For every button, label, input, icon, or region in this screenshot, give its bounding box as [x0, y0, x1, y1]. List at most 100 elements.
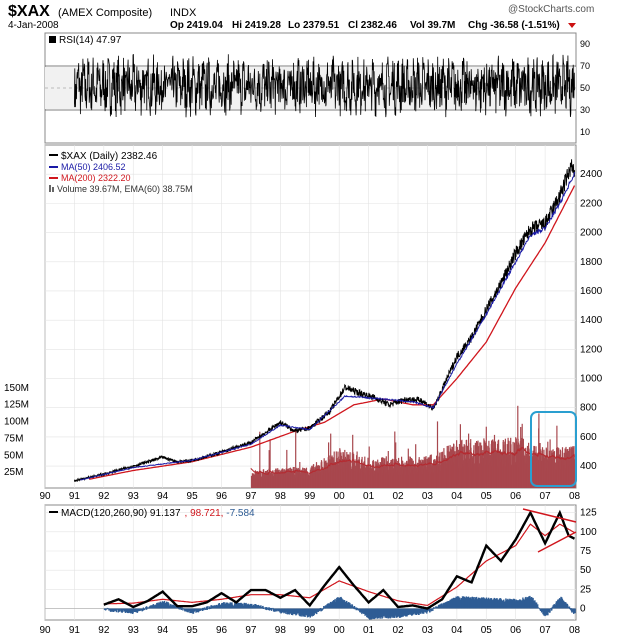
- down-arrow-icon: [568, 23, 576, 28]
- macd-hist-bar: [179, 606, 182, 609]
- rsi-legend-swatch: [49, 36, 56, 43]
- volume-bar: [439, 452, 441, 488]
- volume-tick-150M: 150M: [4, 383, 29, 394]
- macd-tick-25: 25: [580, 584, 592, 595]
- macd-hist-bar: [266, 608, 269, 610]
- macd-hist-bar: [355, 607, 358, 609]
- volume-tick-50M: 50M: [4, 450, 23, 461]
- x-tick-top-94: 94: [157, 491, 169, 502]
- quote-change: Chg -36.58 (-1.51%): [468, 20, 560, 31]
- macd-hist-bar: [206, 608, 209, 610]
- chart-symbol: $XAX: [8, 3, 50, 20]
- volume-bar: [381, 457, 383, 488]
- macd-hist-bar: [208, 608, 211, 610]
- x-tick-bottom-98: 98: [275, 625, 287, 636]
- macd-hist-bar: [122, 608, 124, 612]
- macd-hist-bar: [537, 604, 539, 609]
- x-tick-bottom-99: 99: [304, 625, 316, 636]
- macd-hist-bar: [427, 608, 430, 611]
- x-tick-bottom-01: 01: [363, 625, 375, 636]
- x-tick-bottom-95: 95: [187, 625, 199, 636]
- macd-hist-bar: [204, 607, 206, 609]
- macd-hist-bar: [281, 608, 283, 613]
- macd-hist-bar: [432, 607, 435, 609]
- volume-tick-100M: 100M: [4, 417, 29, 428]
- macd-hist-bar: [550, 607, 552, 609]
- macd-hist-bar: [276, 608, 278, 612]
- price-tick-2400: 2400: [580, 169, 603, 180]
- volume-bar: [394, 431, 396, 488]
- quote-volume: Vol 39.7M: [410, 20, 455, 31]
- legend-swatch-volume-a: [49, 185, 51, 192]
- macd-hist-bar: [245, 602, 247, 609]
- x-tick-bottom-06: 06: [510, 625, 522, 636]
- legend-swatch-volume-b: [52, 187, 54, 192]
- macd-hist-bar: [262, 608, 265, 609]
- macd-hist-bar: [319, 608, 322, 609]
- rsi-tick-30: 30: [580, 105, 590, 115]
- macd-hist-bar: [211, 606, 214, 609]
- macd-tick-50: 50: [580, 565, 592, 576]
- macd-tick-125: 125: [580, 508, 597, 519]
- macd-hist-bar: [119, 608, 121, 612]
- x-tick-top-04: 04: [451, 491, 463, 502]
- brand-watermark: @StockCharts.com: [508, 4, 594, 15]
- macd-hist-bar: [353, 606, 356, 609]
- chart-exchange: INDX: [170, 7, 197, 19]
- macd-hist-bar: [178, 606, 180, 609]
- macd-tick-75: 75: [580, 546, 592, 557]
- x-tick-top-06: 06: [510, 491, 522, 502]
- volume-bar: [295, 430, 297, 488]
- volume-ema-line: [250, 446, 575, 476]
- x-tick-bottom-97: 97: [245, 625, 257, 636]
- x-tick-bottom-03: 03: [422, 625, 434, 636]
- macd-hist-bar: [180, 608, 183, 610]
- macd-hist-bar: [138, 608, 140, 612]
- macd-tick-0: 0: [580, 604, 586, 615]
- macd-legend-signal: , 98.721,: [185, 508, 227, 519]
- macd-hist-bar: [241, 603, 244, 609]
- macd-hist-bar: [200, 608, 202, 610]
- macd-hist-bar: [174, 605, 176, 609]
- macd-hist-bar: [210, 605, 212, 609]
- macd-trendlines: [522, 508, 577, 553]
- rsi-title: RSI(14) 47.97: [59, 35, 122, 46]
- macd-upper-trendline: [522, 508, 577, 523]
- macd-hist-bar: [270, 607, 272, 609]
- quote-low: Lo 2379.51: [288, 20, 340, 31]
- macd-hist-bar: [259, 606, 261, 609]
- macd-hist-bar: [142, 608, 144, 611]
- macd-hist-bar: [181, 607, 183, 609]
- x-tick-bottom-94: 94: [157, 625, 169, 636]
- macd-hist-bar: [323, 607, 325, 609]
- macd-lower-trendline: [537, 531, 577, 553]
- price-tick-1600: 1600: [580, 286, 603, 297]
- macd-hist-bar: [432, 608, 434, 611]
- macd-hist-bar: [179, 608, 181, 610]
- x-tick-top-08: 08: [569, 491, 581, 502]
- volume-bar: [269, 439, 271, 488]
- macd-hist-bar: [206, 606, 208, 609]
- price-tick-2000: 2000: [580, 228, 603, 239]
- rsi-tick-70: 70: [580, 61, 590, 71]
- x-tick-bottom-90: 90: [39, 625, 51, 636]
- quote-open: Op 2419.04: [170, 20, 223, 31]
- macd-hist-bar: [115, 608, 118, 613]
- macd-hist-bar: [268, 607, 270, 609]
- x-tick-top-97: 97: [245, 491, 257, 502]
- price-tick-1800: 1800: [580, 257, 603, 268]
- price-gridlines: [44, 145, 576, 488]
- macd-hist-bar: [262, 605, 264, 609]
- x-tick-top-93: 93: [128, 491, 140, 502]
- chart-date: 4-Jan-2008: [8, 20, 59, 31]
- macd-hist-bar: [207, 606, 209, 609]
- price-tick-labels: 400 600 800 1000 1200 1400 1600 1800 2000 2200 240…: [580, 169, 603, 472]
- x-tick-bottom-91: 91: [69, 625, 81, 636]
- volume-bars: [250, 405, 576, 488]
- macd-hist-bar: [418, 608, 420, 615]
- x-tick-bottom-00: 00: [334, 625, 346, 636]
- macd-hist-bar: [182, 608, 184, 611]
- x-axis-labels-bottom: 90 91 92 93 94 95 96 97 98 99 00 01 02 03 04 05 06 07 08: [39, 625, 580, 636]
- macd-hist-bar: [264, 608, 267, 610]
